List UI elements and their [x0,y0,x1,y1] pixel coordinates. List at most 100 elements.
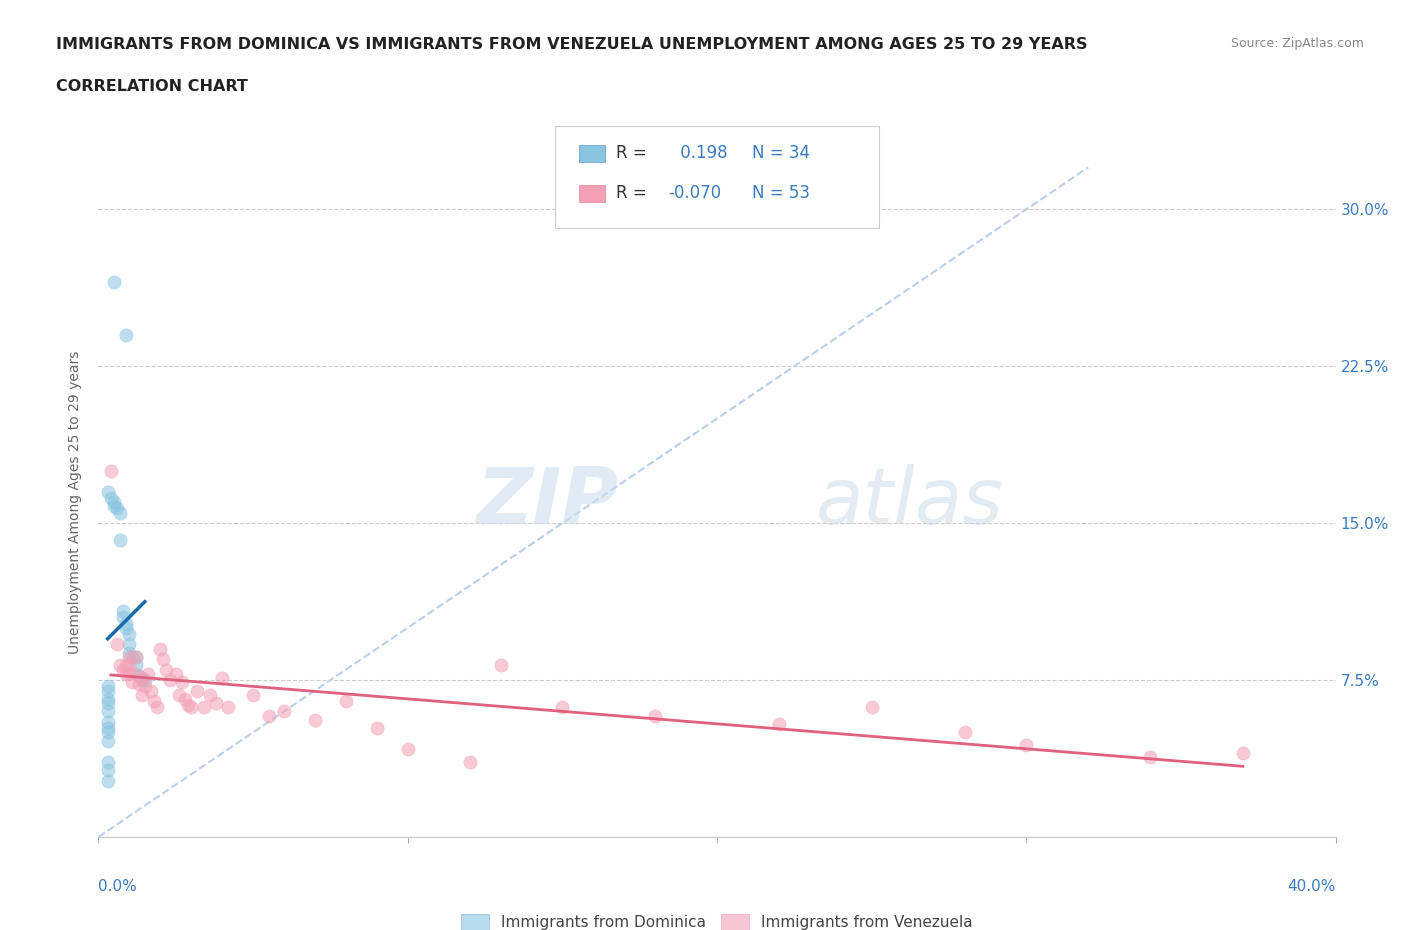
Point [97,696,120,711]
Point [118,650,141,665]
Point [131,672,153,687]
Point [112,604,135,618]
Point [174,692,197,707]
Point [205,696,228,711]
Text: N = 53: N = 53 [752,184,810,203]
Point [128,677,150,692]
Point [1139,750,1161,764]
Point [121,675,143,690]
Point [97,725,120,740]
Legend: Immigrants from Dominica, Immigrants from Venezuela: Immigrants from Dominica, Immigrants fro… [456,909,979,930]
Point [103,499,125,514]
Point [1015,737,1038,752]
Point [953,725,976,740]
Point [121,650,143,665]
Point [115,667,138,682]
Point [118,658,141,673]
Point [105,501,128,516]
Point [97,714,120,729]
Point [136,667,159,682]
Point [128,669,150,684]
Point [273,704,295,719]
Point [304,712,326,727]
Point [146,700,169,715]
Point [97,721,120,736]
Point [118,667,141,682]
Point [97,485,120,499]
Point [124,667,146,682]
Point [335,694,357,709]
Point [124,650,146,665]
Point [489,658,512,673]
Point [242,687,264,702]
Point [155,662,177,677]
Point [103,495,125,510]
Point [366,721,388,736]
Text: IMMIGRANTS FROM DOMINICA VS IMMIGRANTS FROM VENEZUELA UNEMPLOYMENT AMONG AGES 25: IMMIGRANTS FROM DOMINICA VS IMMIGRANTS F… [56,37,1088,52]
Point [257,709,280,724]
Point [131,671,153,685]
Point [165,667,187,682]
Point [217,700,239,715]
Point [118,627,141,642]
Point [211,671,233,685]
Text: -0.070: -0.070 [668,184,721,203]
Text: ZIP: ZIP [475,464,619,540]
Point [115,620,138,635]
Point [97,754,120,769]
Point [118,637,141,652]
Point [860,700,883,715]
Point [97,679,120,694]
Point [97,704,120,719]
Point [112,662,135,677]
Point [97,692,120,707]
Point [112,610,135,625]
Text: 0.198: 0.198 [675,144,727,163]
Point [100,463,122,478]
Point [97,773,120,788]
Point [458,754,481,769]
Point [167,687,190,702]
Point [118,645,141,660]
Point [644,709,666,724]
Point [152,652,174,667]
Point [134,679,156,694]
Text: CORRELATION CHART: CORRELATION CHART [56,79,247,94]
Text: 40.0%: 40.0% [1288,879,1336,894]
Text: atlas: atlas [815,464,1004,540]
Point [180,700,202,715]
Point [170,675,193,690]
Point [149,642,172,657]
Point [131,687,153,702]
Point [97,763,120,777]
Point [115,658,138,673]
Point [97,683,120,698]
Point [115,327,138,342]
Point [177,698,200,712]
Point [103,275,125,290]
Point [134,672,156,687]
Y-axis label: Unemployment Among Ages 25 to 29 years: Unemployment Among Ages 25 to 29 years [69,351,83,654]
Point [396,742,419,757]
Point [108,505,131,520]
Text: Source: ZipAtlas.com: Source: ZipAtlas.com [1230,37,1364,50]
Point [124,658,146,673]
Point [186,683,208,698]
Point [108,533,131,548]
Text: R =: R = [616,184,647,203]
Point [108,658,131,673]
Point [198,687,221,702]
Text: R =: R = [616,144,647,163]
Point [97,733,120,748]
Point [1232,746,1254,761]
Point [139,683,162,698]
Text: 0.0%: 0.0% [98,879,138,894]
Point [551,700,574,715]
Point [124,650,146,665]
Point [115,617,138,631]
Point [105,637,128,652]
Point [100,491,122,506]
Point [193,700,215,715]
Point [768,717,790,732]
Text: N = 34: N = 34 [752,144,810,163]
